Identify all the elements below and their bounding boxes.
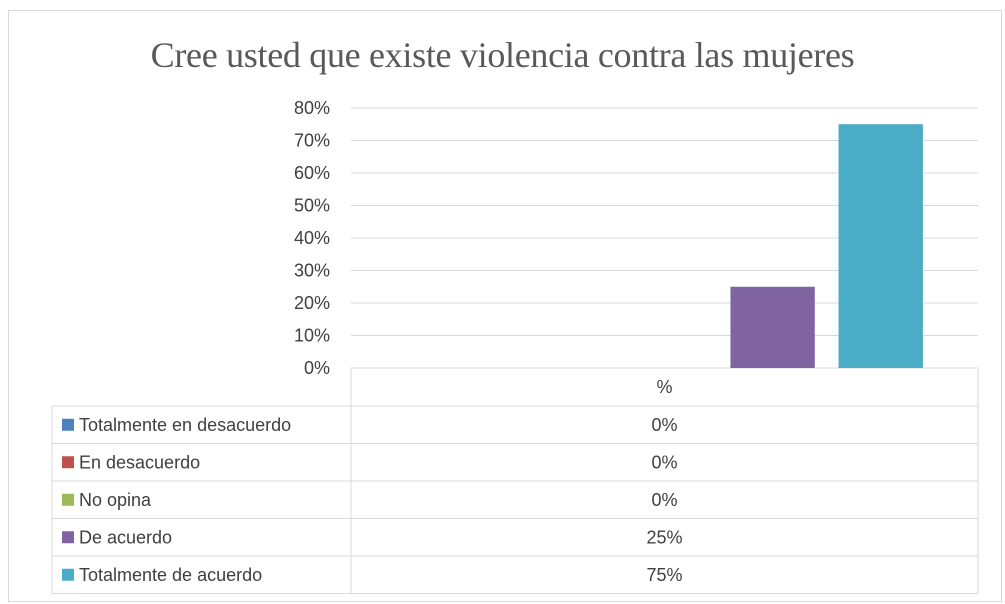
y-tick-label: 50% — [294, 196, 330, 216]
data-label: 75% — [646, 565, 682, 585]
y-tick-label: 70% — [294, 131, 330, 151]
y-tick-label: 60% — [294, 163, 330, 183]
legend-key — [62, 456, 74, 469]
legend-key — [62, 531, 74, 544]
y-tick-label: 20% — [294, 293, 330, 313]
legend-key — [62, 568, 74, 581]
bar — [838, 124, 923, 368]
legend-label: No opina — [79, 490, 152, 510]
legend-label: En desacuerdo — [79, 452, 200, 472]
y-tick-label: 0% — [304, 358, 330, 378]
data-table: % Totalmente en desacuerdo 0% En desacuerdo… — [51, 368, 979, 594]
y-tick-label: 30% — [294, 261, 330, 281]
y-tick-label: 10% — [294, 326, 330, 346]
data-label: 0% — [651, 490, 677, 510]
bar — [730, 286, 815, 368]
chart-frame — [8, 10, 1002, 602]
chart-title: Cree usted que existe violencia contra l… — [150, 35, 855, 75]
data-label: 25% — [646, 527, 682, 547]
legend-label: De acuerdo — [79, 527, 172, 547]
data-label: 0% — [651, 452, 677, 472]
y-tick-label: 40% — [294, 228, 330, 248]
legend-label: Totalmente de acuerdo — [79, 565, 262, 585]
legend-label: Totalmente en desacuerdo — [79, 415, 291, 435]
data-label: 0% — [651, 415, 677, 435]
y-axis-ticks: 0% 10% 20% 30% 40% 50% 60% 70% 80% — [294, 98, 330, 378]
legend-key — [62, 418, 74, 431]
y-tick-label: 80% — [294, 98, 330, 118]
bars — [730, 124, 923, 368]
category-label: % — [656, 377, 672, 397]
legend-key — [62, 493, 74, 506]
